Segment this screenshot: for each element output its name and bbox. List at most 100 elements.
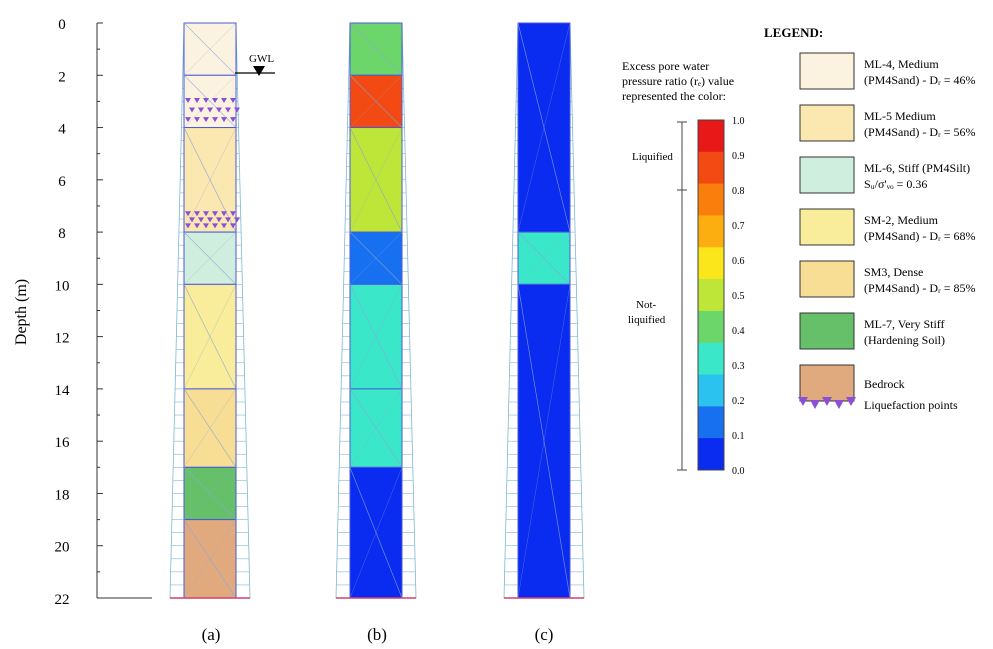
legend-item-label: (PM4Sand) - Dᵣ = 85% <box>864 281 976 295</box>
gwl-label: GWL <box>249 53 274 65</box>
liquefaction-point-icon <box>212 223 218 229</box>
panel-label-c: (c) <box>535 625 554 644</box>
depth-tick-label: 16 <box>55 435 71 451</box>
depth-tick-label: 18 <box>55 487 70 503</box>
colorbar-tick-label: 0.3 <box>732 361 745 372</box>
liquefaction-point-icon <box>194 97 200 103</box>
liquefaction-point-icon <box>216 217 222 223</box>
legend-swatch <box>799 260 855 298</box>
colorbar-tick-label: 0.9 <box>732 151 745 162</box>
colorbar: 1.0 0.9 0.8 0.7 0.6 0.5 0.4 0.3 0.2 0.1 0.0 <box>697 116 745 477</box>
legend-item-label: (Hardening Soil) <box>864 333 945 347</box>
liquefaction-point-icon <box>234 107 240 113</box>
legend: ML-4, Medium (PM4Sand) - Dᵣ = 46% ML-5 Med… <box>799 52 976 402</box>
colorbar-swatch <box>698 310 724 344</box>
depth-axis: 0 2 4 6 8 10 12 14 16 18 20 22 <box>55 17 152 608</box>
liquefaction-point-icon <box>225 217 231 223</box>
colorbar-swatch <box>698 342 724 376</box>
liquefaction-point-icon <box>234 217 240 223</box>
depth-tick-label: 6 <box>58 174 66 190</box>
panel-a <box>169 22 251 599</box>
panel-b <box>335 22 417 599</box>
liquefaction-point-icon <box>207 107 213 113</box>
colorbar-tick-label: 0.8 <box>732 186 745 197</box>
liquefaction-bracket: Liquified Not- liquified <box>628 121 687 471</box>
legend-swatch <box>799 364 855 402</box>
not-liquified-label-1: Not- <box>636 299 657 311</box>
colorbar-title-line-1: Excess pore water <box>622 59 709 73</box>
liquefaction-point-icon <box>230 97 236 103</box>
liquefaction-point-icon <box>185 211 191 217</box>
depth-tick-label: 20 <box>55 540 70 556</box>
liquefaction-points-icon <box>798 397 856 409</box>
colorbar-swatch <box>698 151 724 185</box>
liquefaction-point-icon <box>207 217 213 223</box>
depth-tick-label: 14 <box>55 383 71 399</box>
colorbar-title: Excess pore water pressure ratio (rₑ) va… <box>622 59 734 103</box>
legend-swatch <box>799 312 855 350</box>
liquefaction-point-icon <box>194 117 200 123</box>
liquefaction-point-icon <box>198 217 204 223</box>
colorbar-swatch <box>698 438 724 471</box>
liquefaction-point-icon <box>203 223 209 229</box>
legend-item-label: (PM4Sand) - Dᵣ = 68% <box>864 229 976 243</box>
colorbar-tick-label: 0.4 <box>732 326 745 337</box>
colorbar-swatch <box>698 183 724 216</box>
legend-liquefaction-label: Liquefaction points <box>864 398 958 412</box>
colorbar-title-line-3: represented the color: <box>622 89 726 103</box>
liquefaction-point-icon <box>185 117 191 123</box>
liquefaction-point-icon <box>185 223 191 229</box>
liquefaction-point-icon <box>230 211 236 217</box>
colorbar-tick-label: 1.0 <box>732 116 745 127</box>
colorbar-tick-label: 0.7 <box>732 221 745 232</box>
liquefaction-point-icon <box>203 211 209 217</box>
legend-liquefaction-item: Liquefaction points <box>798 397 958 412</box>
not-liquified-label-2: liquified <box>628 314 666 326</box>
liquified-label: Liquified <box>632 151 673 163</box>
liquefaction-point-icon <box>203 97 209 103</box>
legend-swatch <box>799 104 855 142</box>
colorbar-tick-label: 0.5 <box>732 291 745 302</box>
colorbar-tick-label: 0.1 <box>732 431 745 442</box>
liquefaction-point-icon <box>203 117 209 123</box>
liquefaction-point-icon <box>221 211 227 217</box>
liquefaction-point-icon <box>221 117 227 123</box>
liquefaction-point-icon <box>212 117 218 123</box>
liquefaction-point-icon <box>189 107 195 113</box>
panel-c <box>503 22 585 599</box>
liquefaction-point-icon <box>216 107 222 113</box>
legend-item-label: ML-5 Medium <box>864 109 936 123</box>
legend-item-label: SM-2, Medium <box>864 213 939 227</box>
colorbar-swatch <box>698 247 724 280</box>
liquefaction-point-icon <box>221 97 227 103</box>
panel-label-b: (b) <box>367 625 387 644</box>
legend-item-label: SM3, Dense <box>864 265 923 279</box>
colorbar-swatch <box>698 279 724 312</box>
legend-item-label: ML-6, Stiff (PM4Silt) <box>864 161 970 175</box>
depth-tick-label: 12 <box>55 331 70 347</box>
liquefaction-point-icon <box>212 211 218 217</box>
liquefaction-point-icon <box>194 223 200 229</box>
legend-item-label: (PM4Sand) - Dᵣ = 46% <box>864 73 976 87</box>
depth-tick-label: 8 <box>58 226 66 242</box>
liquefaction-point-icon <box>221 223 227 229</box>
legend-item-label: Bedrock <box>864 377 905 391</box>
legend-swatch <box>799 52 855 90</box>
colorbar-tick-label: 0.0 <box>732 466 745 477</box>
depth-axis-label: Depth (m) <box>13 279 30 345</box>
depth-tick-label: 10 <box>55 278 70 294</box>
legend-swatch <box>799 156 855 194</box>
legend-item-label: (PM4Sand) - Dᵣ = 56% <box>864 125 976 139</box>
gwl-triangle-icon <box>253 66 265 76</box>
legend-item-label: ML-4, Medium <box>864 57 939 71</box>
depth-tick-label: 4 <box>58 122 66 138</box>
legend-item-label: ML-7, Very Stiff <box>864 317 945 331</box>
legend-swatch <box>799 208 855 246</box>
liquefaction-point-icon <box>225 107 231 113</box>
gwl-marker: GWL <box>235 53 275 76</box>
colorbar-swatch <box>698 374 724 407</box>
legend-item-label: Sᵤ/σ'ᵥₒ = 0.36 <box>864 177 927 191</box>
legend-title: LEGEND: <box>764 25 823 40</box>
colorbar-swatch <box>698 120 724 153</box>
